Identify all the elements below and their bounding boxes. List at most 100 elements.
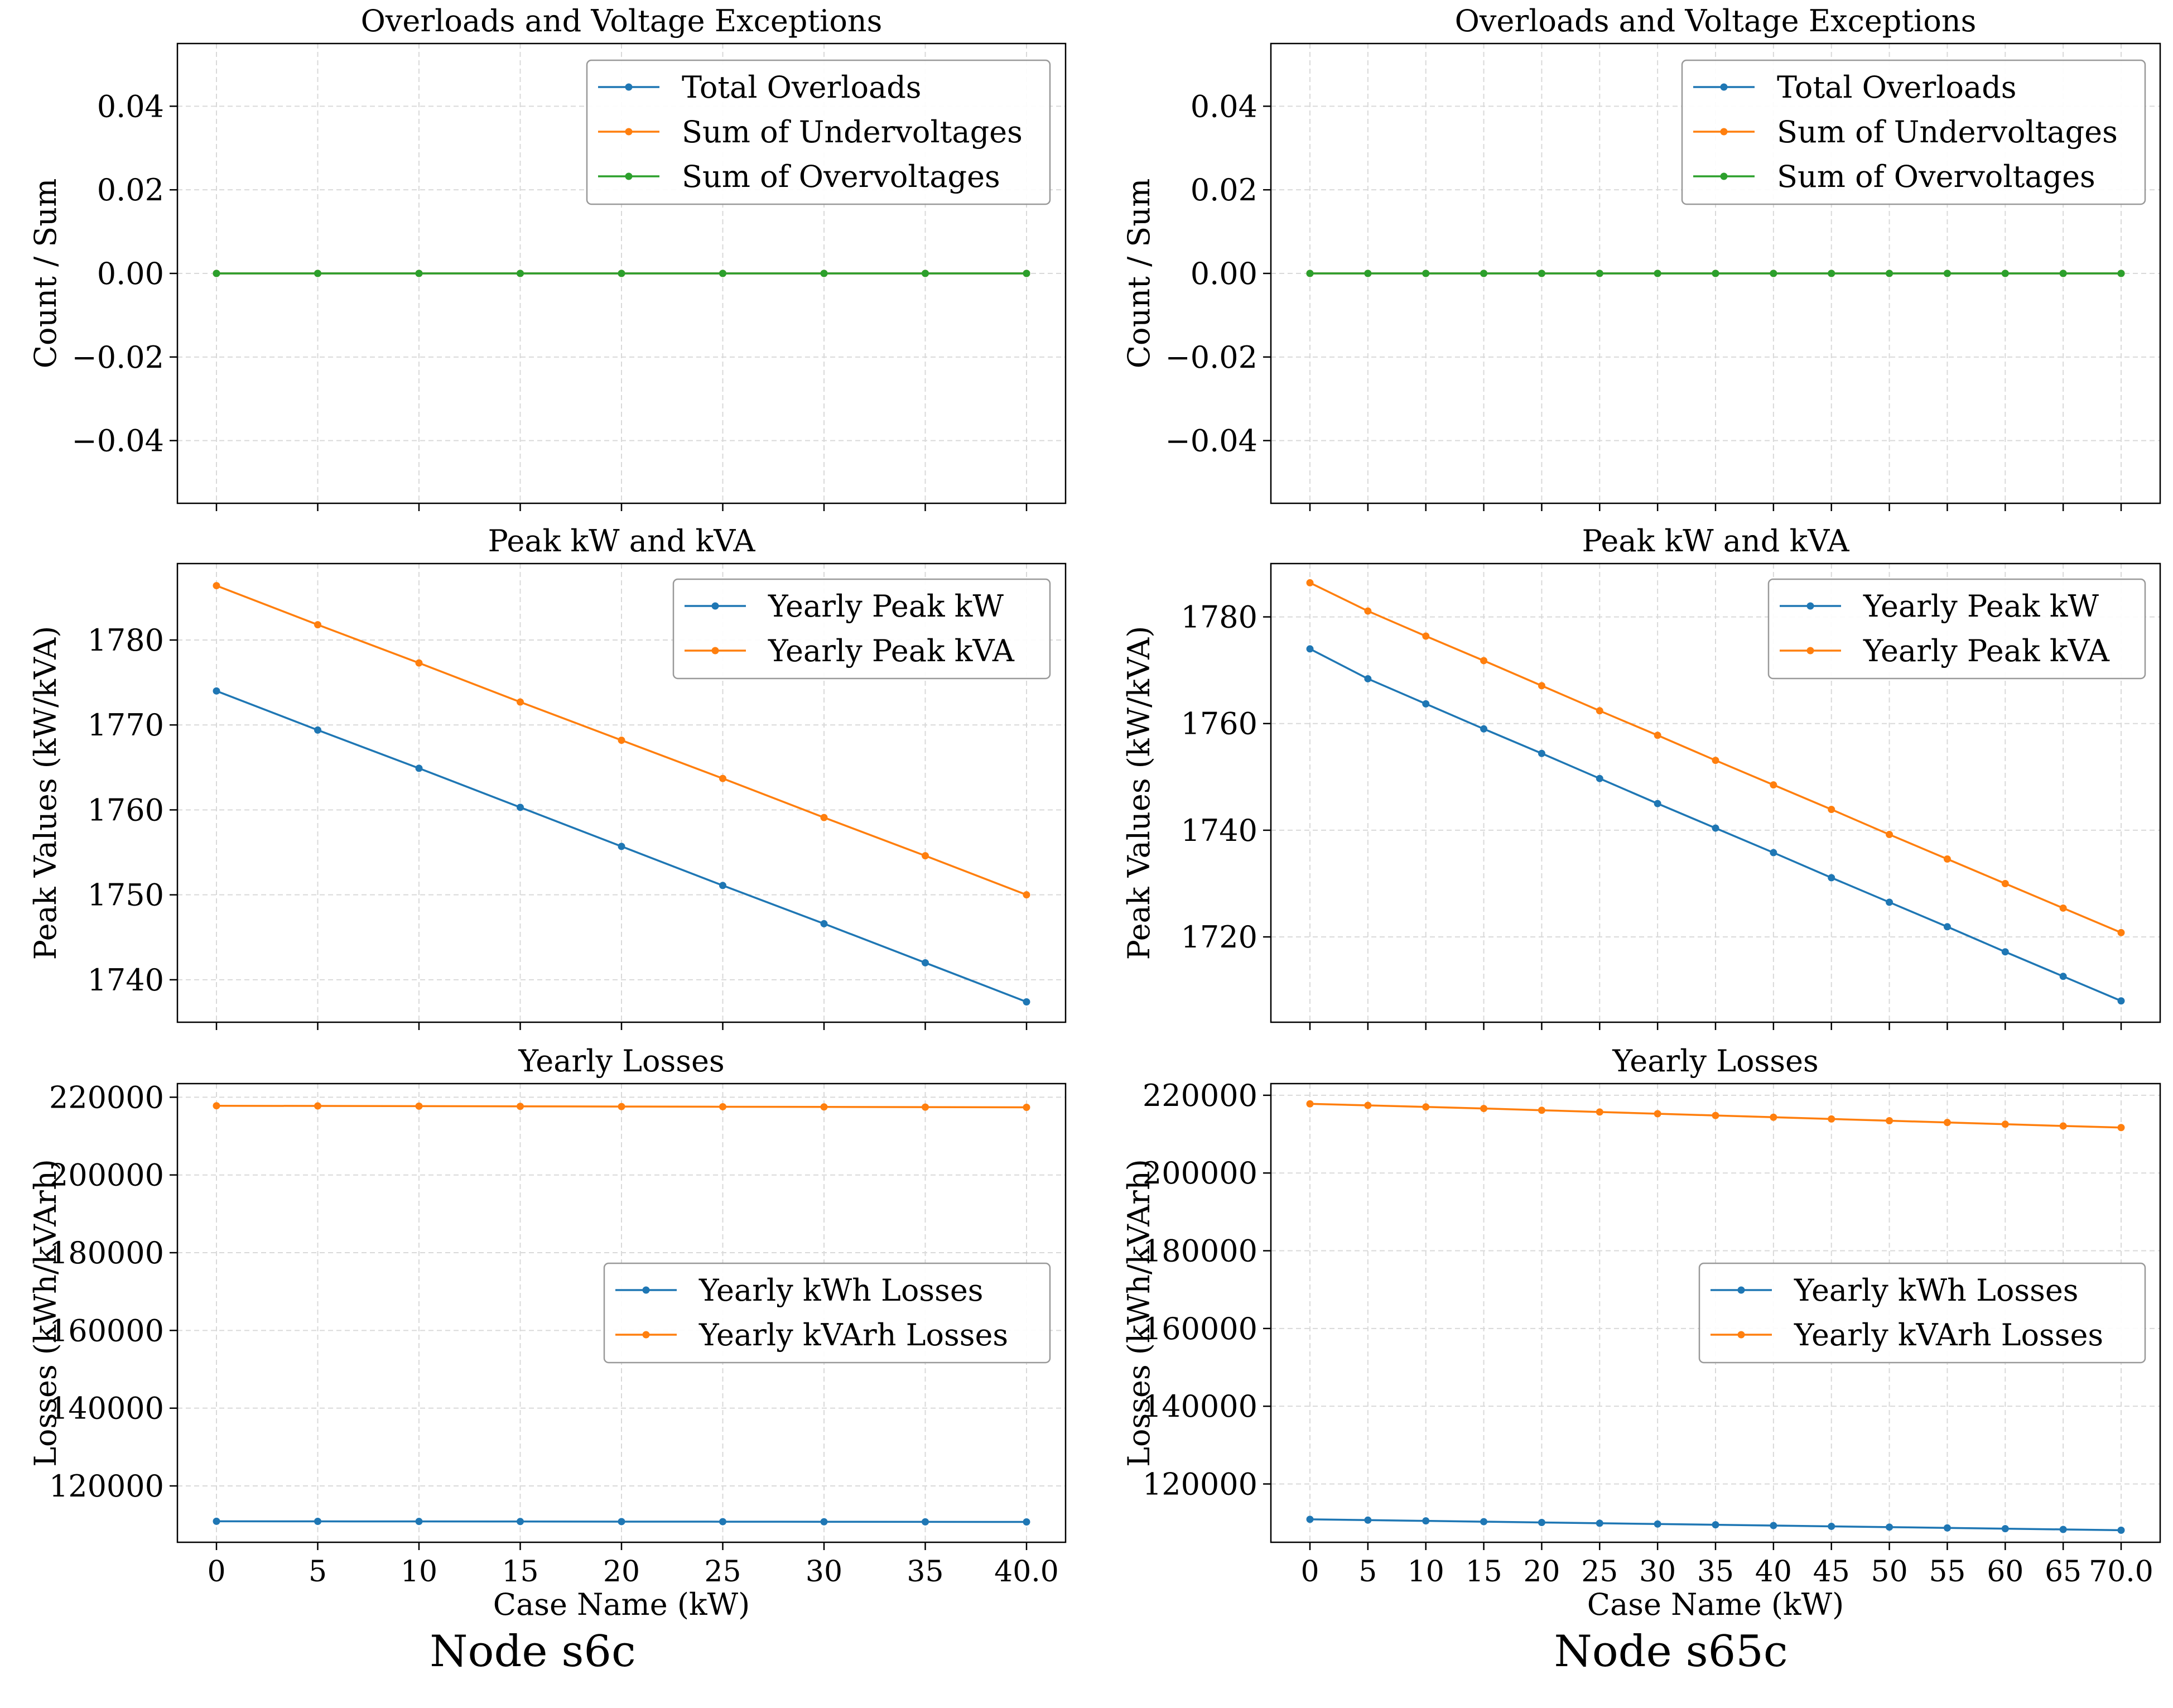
data-point <box>2117 928 2125 936</box>
legend-label: Sum of Undervoltages <box>682 114 1023 150</box>
x-tick-label: 65 <box>2045 1555 2082 1589</box>
y-tick-label: 120000 <box>1143 1467 1257 1502</box>
legend-label: Yearly Peak kVA <box>1863 633 2110 668</box>
y-tick-label: 1770 <box>88 708 164 743</box>
data-point <box>1306 1100 1314 1108</box>
data-point <box>1654 800 1661 807</box>
data-point <box>1828 1522 1835 1530</box>
data-point <box>1828 874 1835 882</box>
data-point <box>2001 879 2009 887</box>
data-point <box>1023 1518 1030 1526</box>
legend-label: Yearly Peak kVA <box>768 633 1015 668</box>
data-point <box>1943 1119 1951 1127</box>
x-tick-label: 0 <box>207 1555 225 1589</box>
data-point <box>517 1518 524 1526</box>
x-axis-label: Case Name (kW) <box>493 1587 750 1622</box>
data-point <box>1828 270 1835 277</box>
plot-frame <box>176 1082 1067 1543</box>
y-tick-label: 120000 <box>49 1469 164 1504</box>
data-point <box>1596 707 1603 715</box>
data-point <box>820 814 828 821</box>
data-point <box>820 270 828 277</box>
data-point <box>1886 831 1893 839</box>
data-point <box>1654 270 1661 277</box>
data-point <box>2059 270 2067 277</box>
data-point <box>1943 270 1951 277</box>
plot-frame <box>1270 42 2161 504</box>
data-point <box>1023 1103 1030 1111</box>
data-point <box>1364 1101 1372 1109</box>
chart-title: Overloads and Voltage Exceptions <box>361 3 883 39</box>
legend-label: Yearly kVArh Losses <box>698 1317 1008 1353</box>
legend-marker <box>642 1286 650 1294</box>
data-point <box>922 270 929 277</box>
data-point <box>415 1102 423 1110</box>
data-point <box>2001 1120 2009 1128</box>
legend-marker <box>1806 647 1814 655</box>
y-tick-label: 200000 <box>49 1158 164 1193</box>
data-point <box>314 270 321 277</box>
data-point <box>719 774 726 782</box>
data-point <box>1480 725 1488 733</box>
data-point <box>1023 270 1030 277</box>
data-point <box>922 1103 929 1111</box>
data-point <box>2117 270 2125 277</box>
x-axis-label: Case Name (kW) <box>1587 1587 1844 1622</box>
legend-label: Yearly kWh Losses <box>698 1273 984 1308</box>
data-point <box>820 1518 828 1526</box>
chart-title: Peak kW and kVA <box>1582 523 1849 559</box>
chart-right-overloads: 0.04 0.02 0.00 −0.02 −0.04 Overloads and Volt… <box>1121 3 2161 511</box>
plot-frame <box>176 42 1067 504</box>
x-tick-label: 70.0 <box>2089 1555 2153 1589</box>
data-point <box>1596 1108 1603 1116</box>
legend-marker <box>1737 1331 1745 1339</box>
y-tick-label: 1740 <box>88 963 164 998</box>
data-point <box>618 737 625 744</box>
data-point <box>1480 657 1488 665</box>
data-point <box>213 687 220 695</box>
y-tick-label: 0.00 <box>1191 256 1257 291</box>
data-point <box>1770 270 1777 277</box>
x-tick-label: 60 <box>1987 1555 2023 1589</box>
data-point <box>517 1103 524 1110</box>
legend-label: Yearly kWh Losses <box>1794 1273 2079 1308</box>
legend: Yearly kWh Losses Yearly kVArh Losses <box>1698 1262 2146 1364</box>
data-point <box>820 920 828 927</box>
data-point <box>618 843 625 850</box>
chart-left-overloads: 0.04 0.02 0.00 −0.02 −0.04 Overloads and Volt… <box>28 3 1067 511</box>
data-point <box>1654 732 1661 739</box>
data-point <box>2001 270 2009 277</box>
y-tick-label: 1740 <box>1181 813 1257 848</box>
data-point <box>517 698 524 706</box>
legend-label: Sum of Overvoltages <box>1777 159 2095 194</box>
x-tick-label: 25 <box>704 1555 741 1589</box>
y-tick-label: 220000 <box>49 1080 164 1115</box>
y-tick-label: 1760 <box>1181 706 1257 742</box>
data-point <box>1712 757 1719 764</box>
data-point <box>1712 1521 1719 1529</box>
data-point <box>1943 855 1951 863</box>
data-point <box>2117 1526 2125 1534</box>
data-point <box>1480 1518 1488 1526</box>
data-point <box>415 764 423 772</box>
y-tick-label: −0.04 <box>72 424 164 459</box>
data-point <box>618 1103 625 1110</box>
legend-marker <box>642 1331 650 1339</box>
data-point <box>2059 973 2067 980</box>
legend-label: Total Overloads <box>1777 70 2016 105</box>
y-tick-label: 0.04 <box>97 89 164 124</box>
chart-left-losses: 0 5 10 15 20 25 30 35 40.0 220000 200000 180000 1600… <box>28 1043 1067 1622</box>
x-tick-label: 15 <box>502 1555 538 1589</box>
data-point <box>1943 1524 1951 1532</box>
chart-title: Overloads and Voltage Exceptions <box>1455 3 1977 39</box>
data-point <box>1364 270 1372 277</box>
data-point <box>314 1102 321 1110</box>
data-point <box>1538 270 1545 277</box>
x-tick-label: 40 <box>1755 1555 1792 1589</box>
chart-title: Yearly Losses <box>1612 1043 1818 1079</box>
y-tick-label: 0.04 <box>1191 89 1257 124</box>
data-point <box>1422 1517 1430 1525</box>
data-point <box>719 1103 726 1110</box>
data-point <box>1538 1518 1545 1526</box>
